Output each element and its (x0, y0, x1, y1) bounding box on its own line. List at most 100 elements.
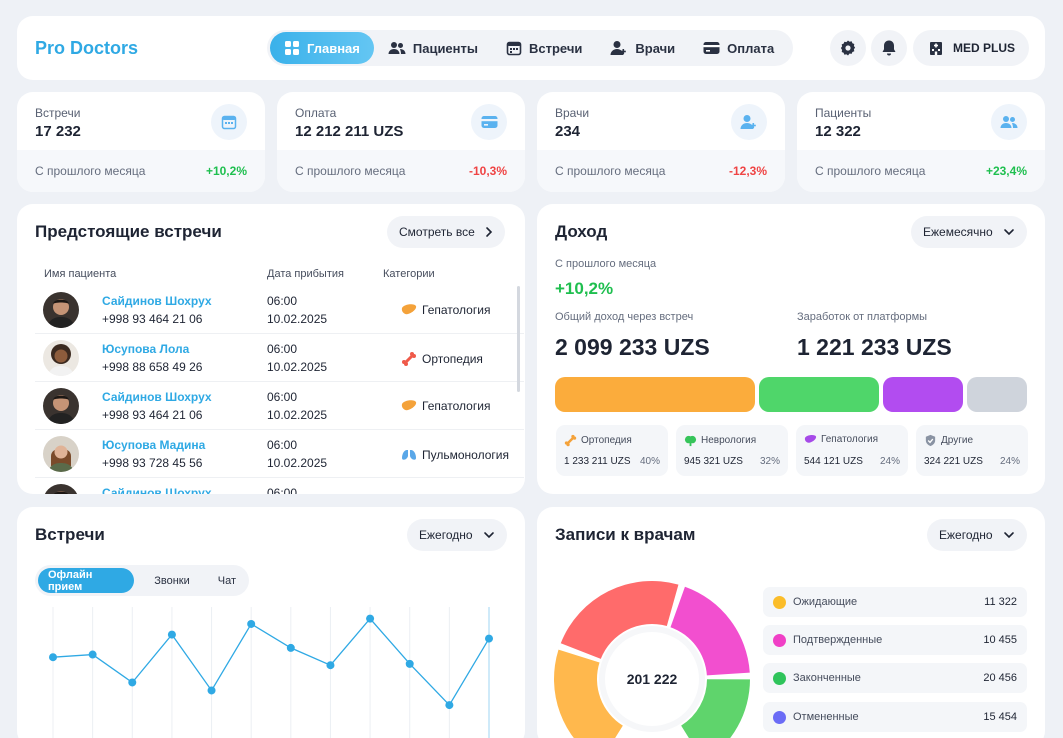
column-header-date[interactable]: Дата прибытия (267, 268, 344, 280)
appointments-donut-chart (554, 581, 750, 738)
stat-card-payment: Оплата 12 212 211 UZS С прошлого месяца … (277, 92, 525, 192)
meetings-line-chart (49, 607, 493, 738)
donut-slice[interactable] (554, 649, 623, 738)
stat-foot-label: С прошлого месяца (295, 164, 406, 178)
donut-slice[interactable] (681, 679, 750, 738)
legend-item[interactable]: Отмененные 15 454 (763, 702, 1027, 732)
nav-item-meetings[interactable]: Встречи (492, 32, 596, 64)
chart-point[interactable] (88, 650, 97, 659)
chevron-right-icon (485, 227, 492, 237)
table-row[interactable]: Сайдинов Шохрух +998 93 464 21 06 06:00 … (35, 286, 524, 334)
chart-point[interactable] (485, 634, 493, 643)
meetings-tabs: Офлайн прием Звонки Чат (35, 565, 249, 596)
tab-calls[interactable]: Звонки (154, 574, 190, 587)
chart-point[interactable] (247, 619, 256, 628)
stat-value: 17 232 (35, 123, 81, 140)
settings-button[interactable] (830, 30, 866, 66)
arrival-time: 06:00 (267, 438, 298, 452)
patient-phone: +998 93 464 21 06 (102, 408, 203, 422)
patient-name[interactable]: Сайдинов Шохрух (102, 294, 212, 308)
category-badge: Гепатология (401, 399, 490, 413)
legend-value: 20 456 (983, 672, 1017, 684)
panel-title: Записи к врачам (555, 525, 696, 544)
chart-point[interactable] (128, 678, 137, 687)
arrival-date: 10.02.2025 (267, 312, 328, 326)
income-bar-segment[interactable] (883, 377, 963, 412)
donut-slice[interactable] (560, 581, 679, 659)
legend-item[interactable]: Ожидающие 11 322 (763, 587, 1027, 617)
donut-center (605, 632, 699, 726)
chart-point[interactable] (49, 653, 57, 662)
donut-slice[interactable] (670, 586, 750, 676)
bone-icon (402, 352, 416, 366)
chart-point[interactable] (445, 701, 454, 710)
table-row[interactable]: Юсупова Мадина +998 93 728 45 56 06:00 1… (35, 430, 524, 478)
table-row[interactable]: Юсупова Лола +998 88 658 49 26 06:00 10.… (35, 334, 524, 382)
legend-label: Отмененные (793, 711, 859, 723)
income-panel: Доход Ежемесячно С прошлого месяца +10,2… (537, 204, 1045, 494)
chart-point[interactable] (207, 686, 216, 695)
column-header-category[interactable]: Категории (383, 268, 435, 280)
stat-card-doctors: Врачи 234 С прошлого месяца -12,3% (537, 92, 785, 192)
patient-name[interactable]: Юсупова Лола (102, 342, 190, 356)
appointments-scrollbar[interactable] (517, 286, 520, 392)
category-name-text: Другие (941, 435, 974, 446)
table-row[interactable]: Сайдинов Шохрух +998 93 464 21 06 06:00 … (35, 382, 524, 430)
view-all-button[interactable]: Смотреть все (387, 216, 505, 248)
platform-label: Заработок от платформы (797, 311, 928, 323)
arrival-time: 06:00 (267, 342, 298, 356)
category-tile[interactable]: Неврология 945 321 UZS 32% (676, 425, 788, 476)
patient-name[interactable]: Сайдинов Шохрух (102, 486, 212, 494)
income-bar-segment[interactable] (759, 377, 879, 412)
nav-item-label: Главная (307, 40, 360, 56)
tab-offline[interactable]: Офлайн прием (38, 568, 135, 593)
stat-label: Оплата (295, 106, 337, 120)
chart-point[interactable] (405, 659, 414, 668)
stat-delta: -10,3% (468, 164, 507, 178)
chart-point[interactable] (286, 643, 295, 652)
patient-name[interactable]: Юсупова Мадина (102, 438, 206, 452)
category-percent: 32% (759, 456, 780, 467)
nav-item-patients[interactable]: Пациенты (374, 32, 492, 64)
users-icon (388, 42, 406, 54)
period-label: Ежегодно (939, 528, 993, 542)
period-dropdown[interactable]: Ежемесячно (911, 216, 1027, 248)
nav-item-home[interactable]: Главная (270, 32, 374, 64)
legend-item[interactable]: Законченные 20 456 (763, 663, 1027, 693)
column-header-name[interactable]: Имя пациента (44, 268, 117, 280)
table-row[interactable]: Сайдинов Шохрух 06:00 (35, 478, 524, 494)
category-tile[interactable]: Ортопедия 1 233 211 UZS 40% (556, 425, 668, 476)
org-switcher[interactable]: MED PLUS (913, 30, 1029, 66)
patient-name[interactable]: Сайдинов Шохрух (102, 390, 212, 404)
category-tile[interactable]: Гепатология 544 121 UZS 24% (796, 425, 908, 476)
meetings-panel: Встречи Ежегодно Офлайн прием Звонки Чат (17, 507, 525, 738)
chart-point[interactable] (366, 614, 375, 623)
lungs-icon (402, 450, 416, 460)
chart-point[interactable] (167, 630, 176, 639)
income-bar-segment[interactable] (967, 377, 1027, 412)
category-percent: 24% (999, 456, 1020, 467)
notifications-button[interactable] (871, 30, 907, 66)
period-dropdown[interactable]: Ежегодно (407, 519, 507, 551)
avatar (43, 436, 79, 472)
chart-point[interactable] (326, 661, 335, 670)
nav-item-payment[interactable]: Оплата (689, 32, 788, 64)
nav-item-doctors[interactable]: Врачи (596, 32, 689, 64)
category-amount: 1 233 211 UZS (564, 456, 631, 467)
category-name-text: Неврология (701, 435, 757, 446)
category-label: Гепатология (422, 399, 491, 413)
stat-value: 12 212 211 UZS (295, 123, 404, 140)
avatar (43, 484, 79, 494)
category-tile[interactable]: Другие 324 221 UZS 24% (916, 425, 1028, 476)
legend-dot (773, 595, 786, 609)
bell-icon (882, 40, 896, 56)
calendar-icon (506, 41, 522, 56)
stat-foot-label: С прошлого месяца (815, 164, 926, 178)
legend-item[interactable]: Подтвержденные 10 455 (763, 625, 1027, 655)
period-dropdown[interactable]: Ежегодно (927, 519, 1027, 551)
tab-chat[interactable]: Чат (217, 574, 236, 587)
income-bar-segment[interactable] (555, 377, 755, 412)
stat-delta: +23,4% (985, 164, 1027, 178)
doctor-appointments-panel: Записи к врачам Ежегодно 201 222 Ожидающ… (537, 507, 1045, 738)
brand-logo[interactable]: Pro Doctors (35, 38, 139, 58)
